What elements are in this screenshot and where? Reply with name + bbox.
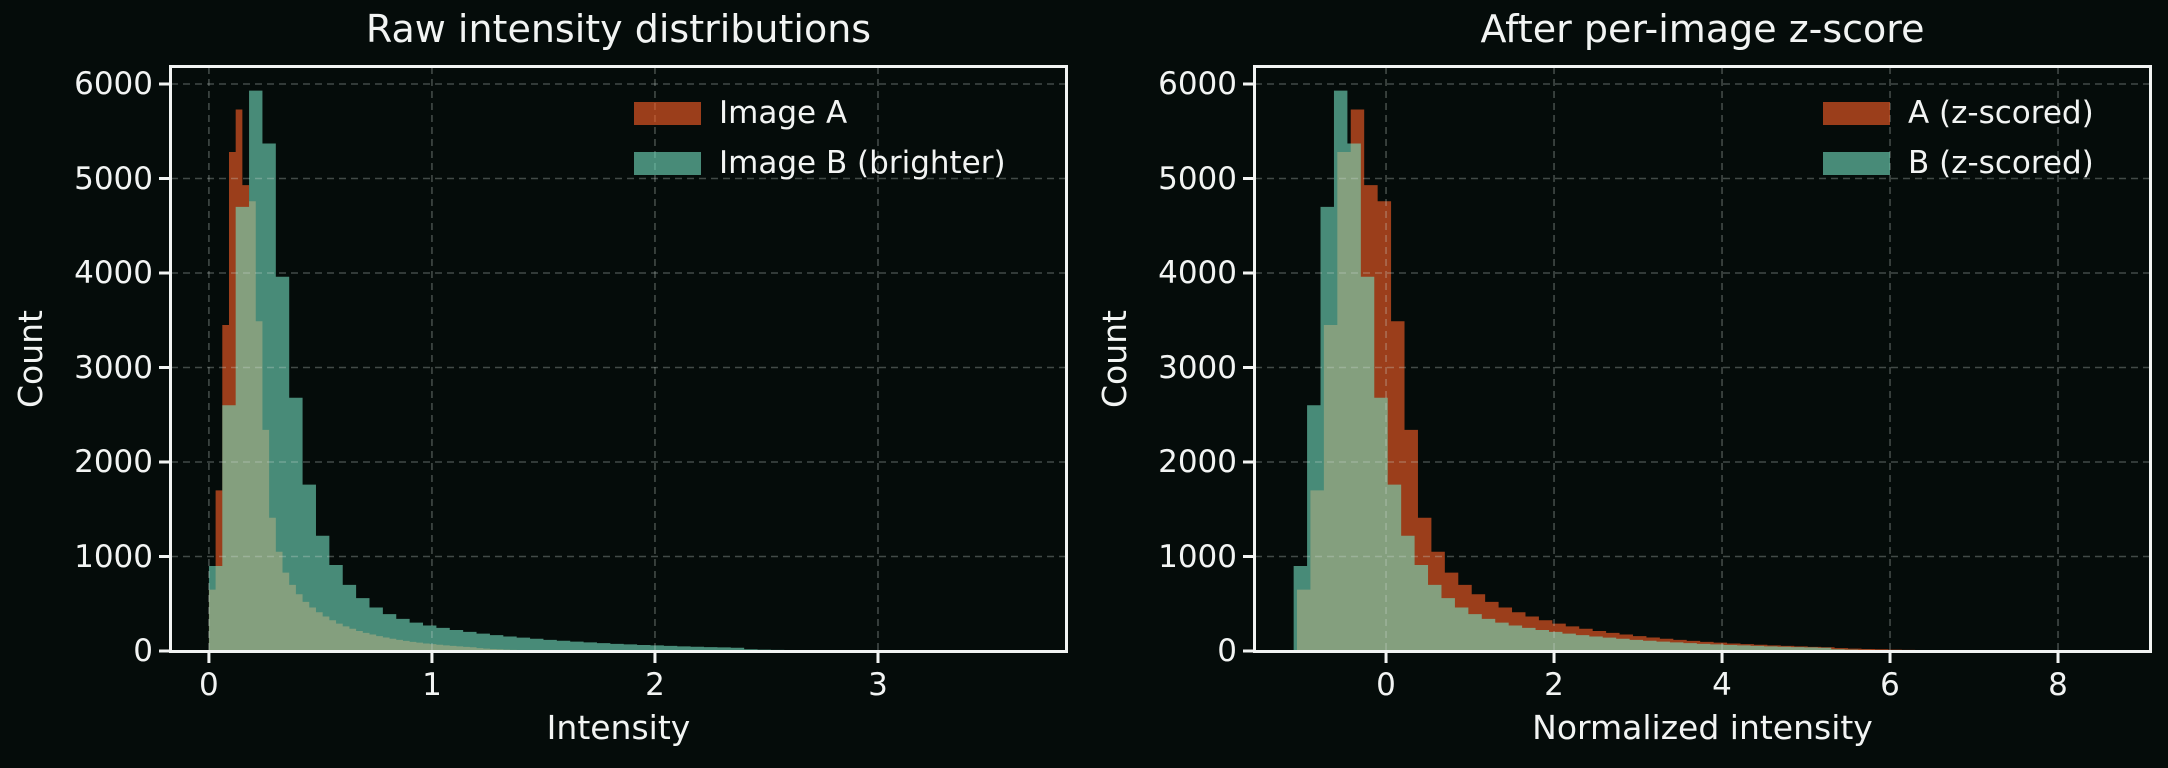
- legend-swatch-b-zscored: [1823, 151, 1890, 175]
- legend-entry-image-b: Image B (brighter): [634, 145, 1006, 181]
- x-tick-label: 8: [2048, 667, 2068, 703]
- right-plot-title: After per-image z-score: [1480, 7, 1925, 51]
- left-x-axis-label: Intensity: [546, 708, 691, 747]
- y-tick-label: 1000: [74, 538, 153, 575]
- y-tick-label: 3000: [74, 349, 153, 386]
- x-tick-label: 0: [199, 667, 219, 703]
- legend-label-image-b: Image B (brighter): [719, 145, 1006, 181]
- legend-label-b-zscored: B (z-scored): [1908, 145, 2094, 181]
- legend-entry-a-zscored: A (z-scored): [1823, 95, 2094, 131]
- left-plot-area: [159, 67, 1066, 663]
- histogram-series-b-z-scored-: [1293, 90, 2101, 652]
- y-tick-label: 2000: [74, 444, 153, 480]
- x-tick-label: 6: [1880, 667, 1900, 703]
- legend-entry-b-zscored: B (z-scored): [1823, 145, 2094, 181]
- y-tick-label: 5000: [1158, 160, 1237, 197]
- left-legend: Image A Image B (brighter): [634, 95, 1006, 201]
- right-x-axis-label: Normalized intensity: [1532, 708, 1873, 747]
- y-tick-label: 0: [133, 633, 153, 669]
- legend-entry-image-a: Image A: [634, 95, 1006, 131]
- y-tick-label: 5000: [74, 160, 153, 197]
- right-legend: A (z-scored) B (z-scored): [1823, 95, 2094, 201]
- y-tick-label: 6000: [74, 66, 153, 103]
- histogram-series-image-b-brighter-: [208, 90, 1012, 652]
- y-tick-label: 1000: [1158, 538, 1237, 575]
- legend-label-image-a: Image A: [719, 95, 848, 131]
- legend-swatch-a-zscored: [1823, 101, 1890, 125]
- x-tick-label: 2: [645, 667, 665, 703]
- y-tick-label: 3000: [1158, 349, 1237, 386]
- x-tick-label: 3: [868, 667, 888, 703]
- legend-label-a-zscored: A (z-scored): [1908, 95, 2094, 131]
- left-plot-raw-intensity: Raw intensity distributions Intensity Co…: [11, 7, 1068, 747]
- y-tick-label: 4000: [1158, 255, 1237, 291]
- legend-swatch-image-b: [634, 151, 701, 175]
- x-tick-label: 4: [1712, 667, 1732, 703]
- x-tick-label: 1: [422, 667, 442, 703]
- y-tick-label: 0: [1217, 633, 1237, 669]
- x-tick-label: 0: [1376, 667, 1396, 703]
- right-plot-area: [1243, 67, 2150, 663]
- y-tick-label: 6000: [1158, 66, 1237, 103]
- y-tick-label: 2000: [1158, 444, 1237, 480]
- left-plot-title: Raw intensity distributions: [365, 7, 872, 51]
- legend-swatch-image-a: [634, 101, 701, 125]
- right-plot-zscore: After per-image z-score Normalized inten…: [1095, 7, 2152, 747]
- y-tick-label: 4000: [74, 255, 153, 291]
- x-tick-label: 2: [1544, 667, 1564, 703]
